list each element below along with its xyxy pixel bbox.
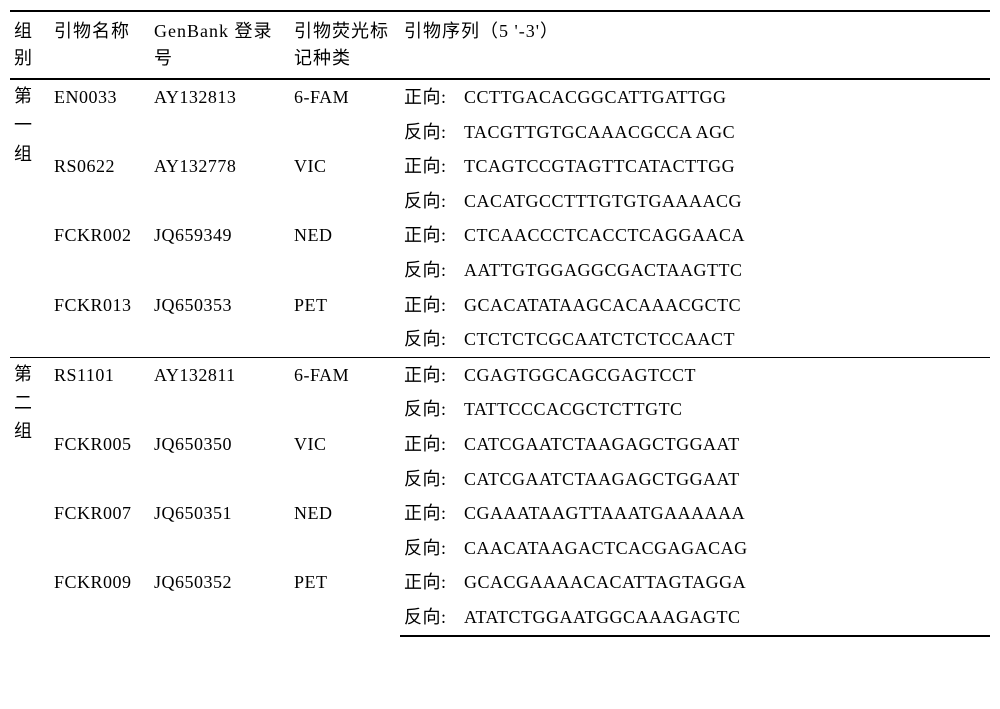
direction-reverse: 反向: <box>400 531 460 566</box>
primer-name-cell: FCKR005 <box>50 427 150 496</box>
direction-reverse: 反向: <box>400 115 460 150</box>
header-sequence: 引物序列（5 '-3'） <box>400 11 990 79</box>
primer-name-cell: FCKR007 <box>50 496 150 565</box>
table-row: FCKR009JQ650352PET正向:GCACGAAAACACATTAGTA… <box>10 565 990 600</box>
direction-forward: 正向: <box>400 288 460 323</box>
primer-name-cell: RS0622 <box>50 149 150 218</box>
genbank-cell: JQ650351 <box>150 496 290 565</box>
sequence-forward: GCACGAAAACACATTAGTAGGA <box>460 565 990 600</box>
table-row: FCKR013JQ650353PET正向:GCACATATAAGCACAAACG… <box>10 288 990 323</box>
header-group: 组别 <box>10 11 50 79</box>
primer-name-cell: FCKR002 <box>50 218 150 287</box>
sequence-forward: TCAGTCCGTAGTTCATACTTGG <box>460 149 990 184</box>
direction-forward: 正向: <box>400 565 460 600</box>
sequence-reverse: CAACATAAGACTCACGAGACAG <box>460 531 990 566</box>
direction-reverse: 反向: <box>400 392 460 427</box>
direction-reverse: 反向: <box>400 322 460 357</box>
table-row: 第一组EN0033AY1328136-FAM正向:CCTTGACACGGCATT… <box>10 79 990 115</box>
header-row: 组别 引物名称 GenBank 登录号 引物荧光标记种类 引物序列（5 '-3'… <box>10 11 990 79</box>
direction-forward: 正向: <box>400 79 460 115</box>
sequence-reverse: TACGTTGTGCAAACGCCA AGC <box>460 115 990 150</box>
primer-name-cell: FCKR009 <box>50 565 150 635</box>
label-cell: PET <box>290 288 400 358</box>
genbank-cell: JQ650353 <box>150 288 290 358</box>
direction-forward: 正向: <box>400 427 460 462</box>
label-cell: 6-FAM <box>290 357 400 427</box>
sequence-forward: CTCAACCCTCACCTCAGGAACA <box>460 218 990 253</box>
group-cell: 第二组 <box>10 357 50 635</box>
header-primer: 引物名称 <box>50 11 150 79</box>
sequence-forward: CATCGAATCTAAGAGCTGGAAT <box>460 427 990 462</box>
direction-reverse: 反向: <box>400 253 460 288</box>
direction-reverse: 反向: <box>400 600 460 636</box>
primer-name-cell: FCKR013 <box>50 288 150 358</box>
direction-forward: 正向: <box>400 357 460 392</box>
sequence-reverse: CACATGCCTTTGTGTGAAAACG <box>460 184 990 219</box>
genbank-cell: JQ650352 <box>150 565 290 635</box>
group-name: 第一组 <box>14 82 34 168</box>
sequence-reverse: CATCGAATCTAAGAGCTGGAAT <box>460 462 990 497</box>
sequence-forward: CGAAATAAGTTAAATGAAAAAA <box>460 496 990 531</box>
header-label: 引物荧光标记种类 <box>290 11 400 79</box>
table-row: FCKR002JQ659349NED正向:CTCAACCCTCACCTCAGGA… <box>10 218 990 253</box>
direction-reverse: 反向: <box>400 462 460 497</box>
table-body: 第一组EN0033AY1328136-FAM正向:CCTTGACACGGCATT… <box>10 79 990 636</box>
header-genbank: GenBank 登录号 <box>150 11 290 79</box>
genbank-cell: AY132811 <box>150 357 290 427</box>
primer-table: 组别 引物名称 GenBank 登录号 引物荧光标记种类 引物序列（5 '-3'… <box>10 10 990 637</box>
genbank-cell: JQ650350 <box>150 427 290 496</box>
label-cell: NED <box>290 496 400 565</box>
sequence-reverse: ATATCTGGAATGGCAAAGAGTC <box>460 600 990 636</box>
label-cell: 6-FAM <box>290 79 400 149</box>
sequence-reverse: CTCTCTCGCAATCTCTCCAACT <box>460 322 990 357</box>
genbank-cell: AY132813 <box>150 79 290 149</box>
primer-name-cell: RS1101 <box>50 357 150 427</box>
table-row: 第二组RS1101AY1328116-FAM正向:CGAGTGGCAGCGAGT… <box>10 357 990 392</box>
group-name: 第二组 <box>14 360 34 446</box>
table-row: RS0622AY132778VIC正向:TCAGTCCGTAGTTCATACTT… <box>10 149 990 184</box>
genbank-cell: JQ659349 <box>150 218 290 287</box>
sequence-forward: CGAGTGGCAGCGAGTCCT <box>460 357 990 392</box>
direction-forward: 正向: <box>400 149 460 184</box>
genbank-cell: AY132778 <box>150 149 290 218</box>
sequence-forward: CCTTGACACGGCATTGATTGG <box>460 79 990 115</box>
primer-name-cell: EN0033 <box>50 79 150 149</box>
label-cell: PET <box>290 565 400 635</box>
sequence-reverse: AATTGTGGAGGCGACTAAGTTC <box>460 253 990 288</box>
sequence-forward: GCACATATAAGCACAAACGCTC <box>460 288 990 323</box>
direction-reverse: 反向: <box>400 184 460 219</box>
group-cell: 第一组 <box>10 79 50 357</box>
direction-forward: 正向: <box>400 218 460 253</box>
sequence-reverse: TATTCCCACGCTCTTGTC <box>460 392 990 427</box>
label-cell: NED <box>290 218 400 287</box>
table-row: FCKR005JQ650350VIC正向:CATCGAATCTAAGAGCTGG… <box>10 427 990 462</box>
label-cell: VIC <box>290 427 400 496</box>
label-cell: VIC <box>290 149 400 218</box>
table-row: FCKR007JQ650351NED正向:CGAAATAAGTTAAATGAAA… <box>10 496 990 531</box>
direction-forward: 正向: <box>400 496 460 531</box>
